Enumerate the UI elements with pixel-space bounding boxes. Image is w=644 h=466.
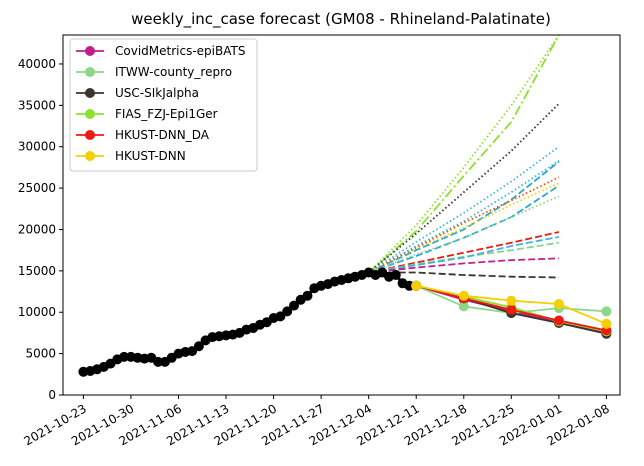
- plot-lines: [78, 35, 612, 377]
- legend-swatch-marker: [85, 67, 95, 77]
- series-point-itww-county-repro: [458, 301, 469, 312]
- forecast-line-13: [368, 236, 560, 274]
- y-tick-label: 40000: [18, 57, 56, 71]
- chart-title: weekly_inc_case forecast (GM08 - Rhinela…: [131, 10, 551, 29]
- legend-box: [69, 38, 258, 172]
- legend-swatch-marker: [85, 151, 95, 161]
- legend: CovidMetrics-epiBATS ITWW-county_repro USC…: [69, 38, 258, 172]
- observed-point: [282, 306, 293, 317]
- series-point-hkust-dnn: [458, 290, 469, 301]
- series-point-itww-county-repro: [601, 306, 612, 317]
- legend-label-hkust-dnn: HKUST-DNN: [115, 149, 186, 163]
- series-point-hkust-dnn-da: [506, 304, 517, 315]
- plot-frame: [62, 34, 621, 396]
- legend-label-covidmetrics-epibats: CovidMetrics-epiBATS: [115, 44, 245, 58]
- forecast-line-3: [368, 103, 560, 274]
- y-tick-label: 20000: [18, 222, 56, 236]
- y-tick-label: 35000: [18, 98, 56, 112]
- forecast-line-10: [368, 195, 560, 274]
- y-tick-label: 15000: [18, 264, 56, 278]
- legend-label-itww-county-repro: ITWW-county_repro: [115, 65, 232, 79]
- forecast-line-9: [368, 176, 560, 274]
- forecast-line-4: [368, 145, 560, 274]
- y-tick-label: 10000: [18, 305, 56, 319]
- legend-swatch-marker: [85, 88, 95, 98]
- y-tick-label: 0: [48, 388, 56, 402]
- forecast-line-14: [368, 257, 559, 274]
- legend-label-hkust-dnn-da: HKUST-DNN_DA: [115, 128, 210, 142]
- series-point-hkust-dnn: [553, 299, 564, 309]
- series-point-hkust-dnn: [411, 280, 422, 291]
- series-point-hkust-dnn: [601, 318, 612, 329]
- y-tick-label: 25000: [18, 181, 56, 195]
- observed-point: [390, 270, 401, 280]
- forecast-line-11: [368, 231, 560, 274]
- observed-point: [302, 290, 313, 301]
- forecast-line-5: [368, 160, 560, 274]
- y-tick-label: 30000: [18, 140, 56, 154]
- legend-swatch-marker: [85, 109, 95, 119]
- legend-label-fias-fzj-epi1ger: FIAS_FZJ-Epi1Ger: [115, 107, 218, 121]
- series-point-hkust-dnn-da: [553, 315, 564, 326]
- forecast-line-7: [368, 160, 560, 274]
- forecast-line-15: [368, 271, 559, 279]
- observed-point: [193, 341, 204, 352]
- forecast-line-1: [368, 35, 560, 274]
- legend-swatch-marker: [85, 46, 95, 56]
- y-tick-label: 5000: [25, 347, 56, 361]
- forecast-line-8: [368, 182, 560, 274]
- legend-label-usc-sikjalpha: USC-SIkJalpha: [115, 86, 199, 100]
- series-point-hkust-dnn: [506, 295, 517, 306]
- observed-point: [289, 300, 299, 311]
- forecast-line-2: [368, 35, 560, 274]
- legend-swatch-marker: [85, 130, 95, 140]
